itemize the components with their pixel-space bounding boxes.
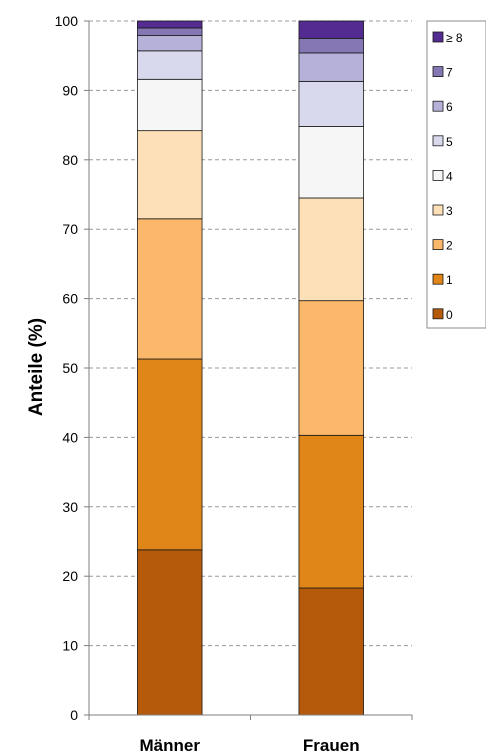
y-tick-label: 90	[62, 82, 78, 98]
legend-label: ≥ 8	[446, 31, 463, 45]
legend-label: 6	[446, 100, 453, 114]
y-tick-label: 40	[62, 429, 78, 445]
bar-segment	[137, 20, 203, 29]
bar-segment	[298, 300, 364, 436]
y-tick-label: 70	[62, 221, 78, 237]
legend-swatch	[432, 308, 444, 320]
legend-label: 3	[446, 204, 453, 218]
legend-label: 7	[446, 66, 453, 80]
bar-segment	[137, 50, 203, 80]
bar-stacks	[137, 20, 364, 716]
y-tick-label: 30	[62, 499, 78, 515]
bar-segment	[137, 27, 203, 36]
legend-swatch	[432, 273, 444, 285]
legend-swatch	[432, 204, 444, 216]
y-tick-label: 80	[62, 152, 78, 168]
bar-segment	[298, 126, 364, 199]
bar-segment	[298, 52, 364, 82]
legend-label: 4	[446, 169, 453, 183]
bar-segment	[298, 20, 364, 39]
y-tick-label: 100	[55, 13, 79, 29]
y-tick-label: 20	[62, 568, 78, 584]
legend-swatch	[432, 239, 444, 251]
y-tick-label: 50	[62, 360, 78, 376]
bar-segment	[137, 218, 203, 360]
bar-segment	[137, 35, 203, 52]
x-category-labels: Männer Frauen	[140, 736, 360, 755]
y-tick-labels: 0 10 20 30 40 50 60 70 80 90 100	[55, 13, 79, 723]
legend-swatch	[432, 66, 444, 77]
bar-segment	[298, 197, 364, 302]
legend-swatch	[432, 169, 444, 181]
legend-swatch	[432, 100, 444, 112]
y-tick-label: 60	[62, 291, 78, 307]
y-tick-label: 10	[62, 638, 78, 654]
legend: ≥ 8 7 6 5 4 3 2 1 0	[426, 20, 486, 329]
x-category-label: Frauen	[303, 736, 360, 755]
y-axis-title: Anteile (%)	[26, 318, 47, 416]
bar-segment	[137, 130, 203, 220]
bar-segment	[298, 80, 364, 127]
legend-swatch	[432, 31, 444, 43]
legend-swatch	[432, 135, 444, 147]
legend-label: 1	[446, 273, 453, 287]
bar-segment	[298, 37, 364, 54]
bar-segment	[137, 358, 203, 551]
legend-label: 0	[446, 308, 453, 322]
bar-segment	[298, 587, 364, 716]
bar-segment	[298, 434, 364, 589]
legend-label: 5	[446, 135, 453, 149]
x-category-label: Männer	[140, 736, 201, 755]
y-tick-label: 0	[70, 707, 78, 723]
legend-label: 2	[446, 239, 453, 253]
bar-segment	[137, 549, 203, 716]
axes	[84, 20, 413, 720]
bar-segment	[137, 78, 203, 132]
